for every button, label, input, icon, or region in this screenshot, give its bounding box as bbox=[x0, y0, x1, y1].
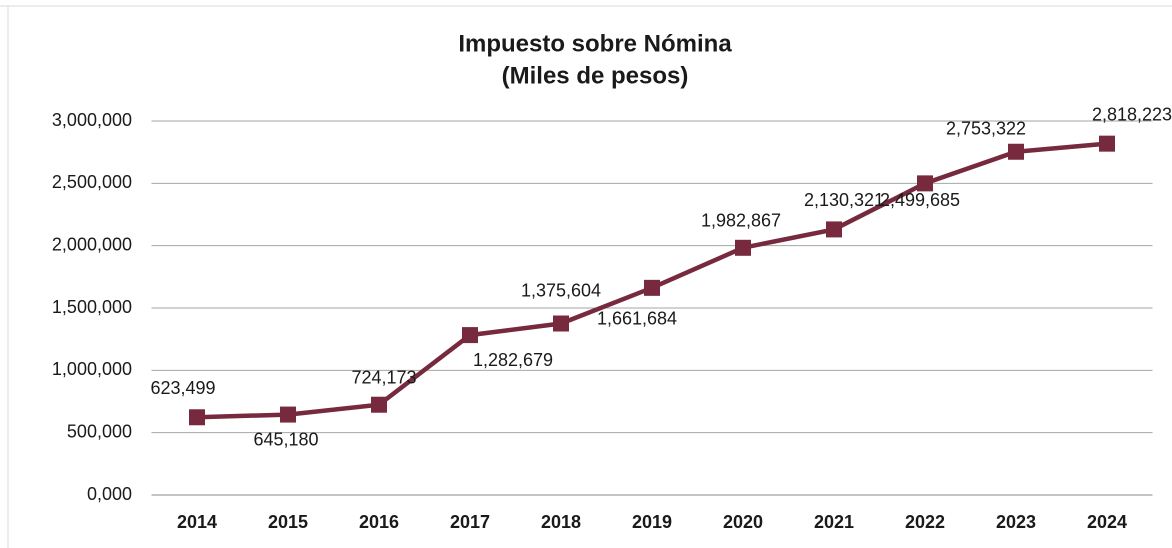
x-tick-label: 2020 bbox=[723, 512, 763, 532]
chart-title: Impuesto sobre Nómina bbox=[458, 30, 732, 57]
x-tick-label: 2024 bbox=[1087, 512, 1127, 532]
x-tick-label: 2017 bbox=[450, 512, 490, 532]
marker bbox=[1008, 143, 1024, 160]
x-tick-label: 2023 bbox=[996, 512, 1036, 532]
marker bbox=[371, 396, 387, 413]
marker bbox=[189, 409, 205, 426]
data-label: 2,818,223 bbox=[1092, 104, 1172, 124]
x-tick-label: 2022 bbox=[905, 512, 945, 532]
x-tick-label: 2019 bbox=[632, 512, 672, 532]
y-tick-label: 500,000 bbox=[67, 421, 132, 441]
marker bbox=[917, 175, 933, 192]
marker bbox=[826, 221, 842, 238]
data-label: 2,130,321 bbox=[804, 190, 884, 210]
x-tick-label: 2014 bbox=[177, 512, 217, 532]
marker bbox=[1099, 135, 1115, 152]
data-label: 2,499,685 bbox=[880, 190, 960, 210]
data-label: 724,173 bbox=[351, 367, 416, 387]
x-tick-label: 2021 bbox=[814, 512, 854, 532]
marker bbox=[280, 406, 296, 423]
marker bbox=[735, 239, 751, 256]
y-tick-label: 1,500,000 bbox=[52, 297, 132, 317]
data-label: 1,982,867 bbox=[701, 211, 781, 231]
y-tick-label: 2,000,000 bbox=[52, 234, 132, 254]
x-tick-label: 2016 bbox=[359, 512, 399, 532]
data-label: 1,375,604 bbox=[521, 280, 601, 300]
marker bbox=[644, 279, 660, 296]
y-tick-label: 1,000,000 bbox=[52, 359, 132, 379]
data-label: 1,282,679 bbox=[473, 350, 553, 370]
marker bbox=[553, 315, 569, 332]
data-label: 645,180 bbox=[253, 429, 318, 449]
chart-subtitle: (Miles de pesos) bbox=[502, 62, 689, 89]
x-tick-label: 2018 bbox=[541, 512, 581, 532]
data-label: 2,753,322 bbox=[946, 119, 1026, 139]
y-tick-label: 0,000 bbox=[87, 484, 132, 504]
x-tick-label: 2015 bbox=[268, 512, 308, 532]
data-label: 623,499 bbox=[150, 378, 215, 398]
y-tick-label: 3,000,000 bbox=[52, 110, 132, 130]
marker bbox=[462, 327, 478, 344]
data-label: 1,661,684 bbox=[597, 309, 677, 329]
y-tick-label: 2,500,000 bbox=[52, 172, 132, 192]
